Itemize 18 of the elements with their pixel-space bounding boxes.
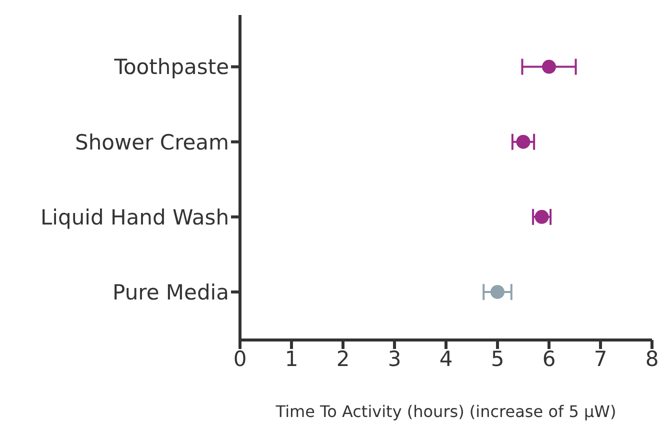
x-tick-label: 8 xyxy=(645,346,659,371)
y-tick-label: Shower Cream xyxy=(75,130,229,154)
y-tick-label: Pure Media xyxy=(112,280,229,304)
x-axis-title: Time To Activity (hours) (increase of 5 μW) xyxy=(274,402,616,421)
point xyxy=(516,134,530,149)
x-tick-label: 3 xyxy=(388,346,402,371)
x-tick-label: 2 xyxy=(336,346,350,371)
x-tick-label: 0 xyxy=(233,346,247,371)
x-tick-label: 4 xyxy=(439,346,453,371)
x-tick-label: 6 xyxy=(542,346,556,371)
y-tick-label: Toothpaste xyxy=(113,55,229,80)
x-tick-label: 5 xyxy=(490,346,504,371)
x-tick-label: 7 xyxy=(594,346,608,371)
point xyxy=(490,284,504,299)
x-tick-label: 1 xyxy=(284,346,298,371)
point xyxy=(534,210,549,224)
y-tick-label: Liquid Hand Wash xyxy=(40,205,229,230)
point xyxy=(542,60,556,74)
